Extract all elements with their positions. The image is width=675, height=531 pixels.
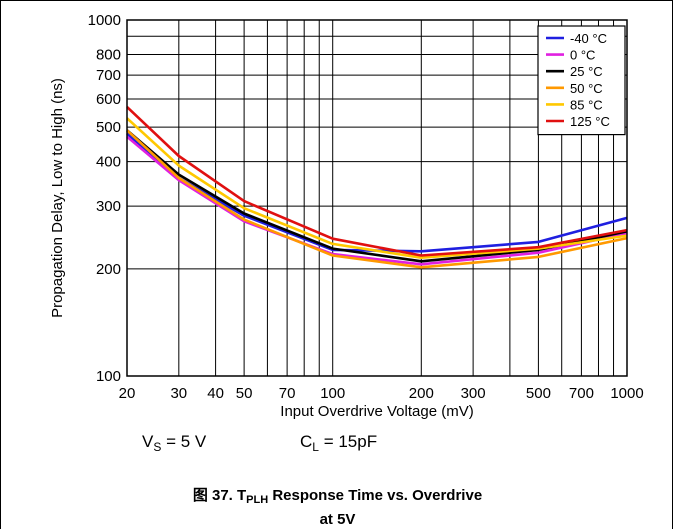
series-line [126, 105, 628, 257]
figure-caption: 图 37. TPLH Response Time vs. Overdrive a… [0, 486, 675, 529]
vs-subscript: S [153, 440, 162, 454]
legend-label: 50 °C [570, 81, 603, 96]
x-tick-label: 20 [119, 385, 136, 402]
legend-label: -40 °C [570, 31, 607, 46]
caption-subscript: PLH [246, 494, 269, 506]
x-tick-label: 500 [526, 385, 551, 402]
x-tick-label: 700 [569, 385, 594, 402]
vs-value: = 5 V [161, 432, 207, 451]
chart-tick-labels: 20 30 40 50 70 100 200 300 500 700 1000 100 200 300 40… [88, 12, 644, 402]
y-tick-label: 300 [96, 198, 121, 215]
x-tick-label: 40 [207, 385, 224, 402]
y-tick-label: 700 [96, 67, 121, 84]
x-tick-label: 50 [236, 385, 253, 402]
cl-symbol: C [300, 432, 313, 451]
caption-line-1: 图 37. TPLH Response Time vs. Overdrive [0, 486, 675, 510]
load-capacitance-condition: CL = 15pF [300, 432, 377, 454]
y-tick-label: 200 [96, 261, 121, 278]
y-tick-label: 100 [96, 368, 121, 385]
y-tick-label: 500 [96, 119, 121, 136]
x-tick-label: 200 [409, 385, 434, 402]
chart-legend: -40 °C 0 °C25 °C 50 °C85 °C 125 °C [537, 25, 626, 136]
y-axis-label: Propagation Delay, Low to High (ns) [49, 78, 66, 318]
series-line [126, 117, 628, 260]
y-tick-label: 600 [96, 91, 121, 108]
supply-voltage-condition: VS = 5 V [142, 432, 206, 454]
legend-label: 85 °C [570, 97, 603, 112]
caption-line-2: at 5V [319, 511, 356, 528]
x-tick-label: 100 [320, 385, 345, 402]
y-tick-label: 400 [96, 154, 121, 171]
chart-grid [127, 20, 627, 376]
series-line [126, 129, 628, 269]
legend-label: 125 °C [570, 114, 610, 129]
x-tick-label: 300 [461, 385, 486, 402]
y-tick-label: 1000 [88, 12, 121, 29]
vs-symbol: V [142, 432, 154, 451]
x-tick-label: 30 [170, 385, 187, 402]
legend-label: 0 °C [570, 48, 595, 63]
cl-value: = 15pF [318, 432, 378, 451]
caption-prefix: 图 37. T [192, 487, 247, 504]
x-tick-label: 70 [279, 385, 296, 402]
x-tick-label: 1000 [610, 385, 643, 402]
caption-suffix: Response Time vs. Overdrive [268, 487, 483, 504]
plot-area-border [126, 19, 628, 377]
legend-box [537, 25, 626, 136]
x-axis-label: Input Overdrive Voltage (mV) [280, 403, 473, 420]
cl-subscript: L [312, 440, 319, 454]
chart-series [126, 105, 628, 269]
legend-label: 25 °C [570, 64, 603, 79]
propagation-delay-chart: 20 30 40 50 70 100 200 300 500 700 1000 100 200 300 40… [49, 12, 644, 420]
y-tick-label: 800 [96, 46, 121, 63]
